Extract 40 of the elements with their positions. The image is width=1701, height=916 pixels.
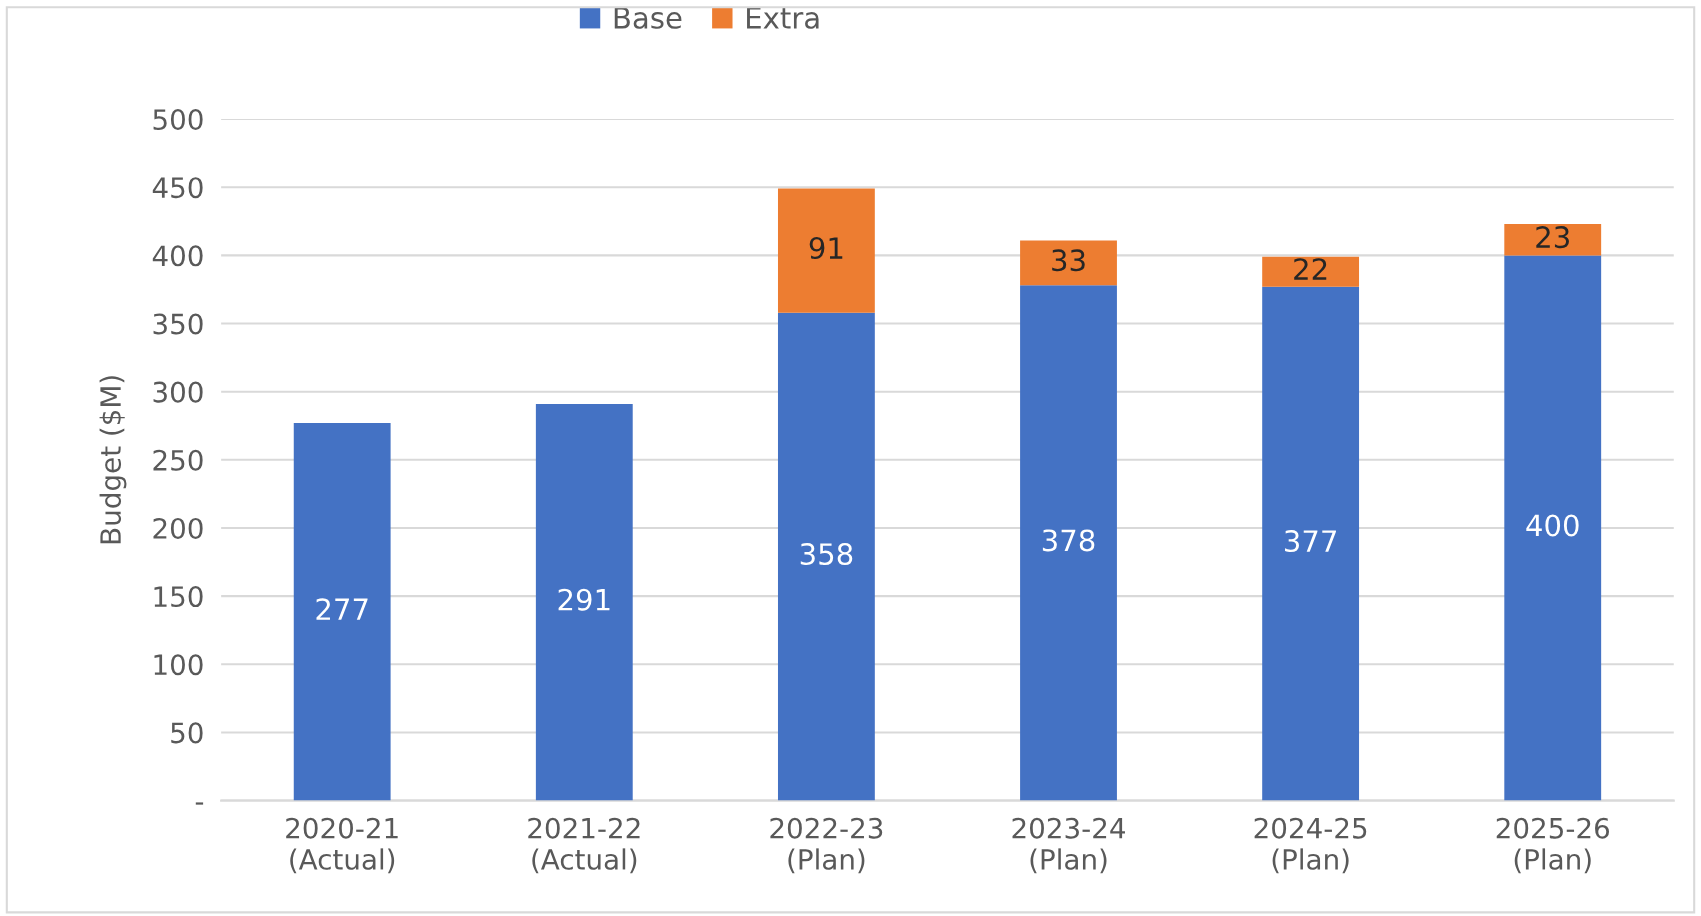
y-tick-label: 500 [153, 109, 203, 131]
y-tick-label: 100 [154, 654, 203, 676]
data-label: 291 [558, 588, 610, 611]
data-label: 377 [1285, 530, 1336, 553]
data-label: 400 [1526, 514, 1579, 537]
legend-label: Base [614, 7, 682, 29]
data-label: 91 [809, 237, 843, 260]
data-label: 378 [1042, 529, 1095, 552]
bar [293, 423, 391, 801]
x-tick-label: 2021-22 (Actual) [528, 817, 640, 874]
x-tick-label: 2023-24 (Plan) [1012, 817, 1125, 874]
bar [777, 312, 875, 801]
y-tick-label: 50 [171, 722, 203, 744]
bar [535, 403, 633, 801]
legend-label: Extra [747, 7, 819, 29]
bar [1020, 240, 1117, 286]
bar [1504, 224, 1602, 256]
y-tick-label: 400 [152, 245, 203, 267]
y-tick-label: - [195, 802, 204, 805]
data-label: 22 [1294, 258, 1327, 280]
y-tick-label: 450 [152, 177, 203, 199]
data-label: 23 [1536, 226, 1569, 249]
data-label: 33 [1052, 249, 1085, 272]
y-axis-title: Budget ($M) [99, 376, 127, 544]
bar [1262, 286, 1360, 801]
bar [1262, 256, 1360, 287]
data-label: 358 [800, 543, 853, 566]
bar [1020, 285, 1117, 801]
y-tick-label: 350 [153, 313, 203, 335]
y-tick-label: 200 [153, 517, 203, 539]
bar [777, 188, 875, 313]
x-tick-label: 2022-23 (Plan) [770, 817, 883, 874]
data-label: 277 [316, 598, 368, 620]
x-tick-label: 2024-25 (Plan) [1254, 817, 1367, 874]
x-tick-label: 2020-21 (Actual) [286, 817, 398, 874]
x-tick-label: 2025-26 (Plan) [1496, 817, 1610, 874]
y-tick-label: 250 [153, 449, 203, 471]
y-tick-label: 150 [154, 586, 203, 608]
y-tick-label: 300 [153, 381, 203, 403]
bar [1504, 255, 1602, 801]
